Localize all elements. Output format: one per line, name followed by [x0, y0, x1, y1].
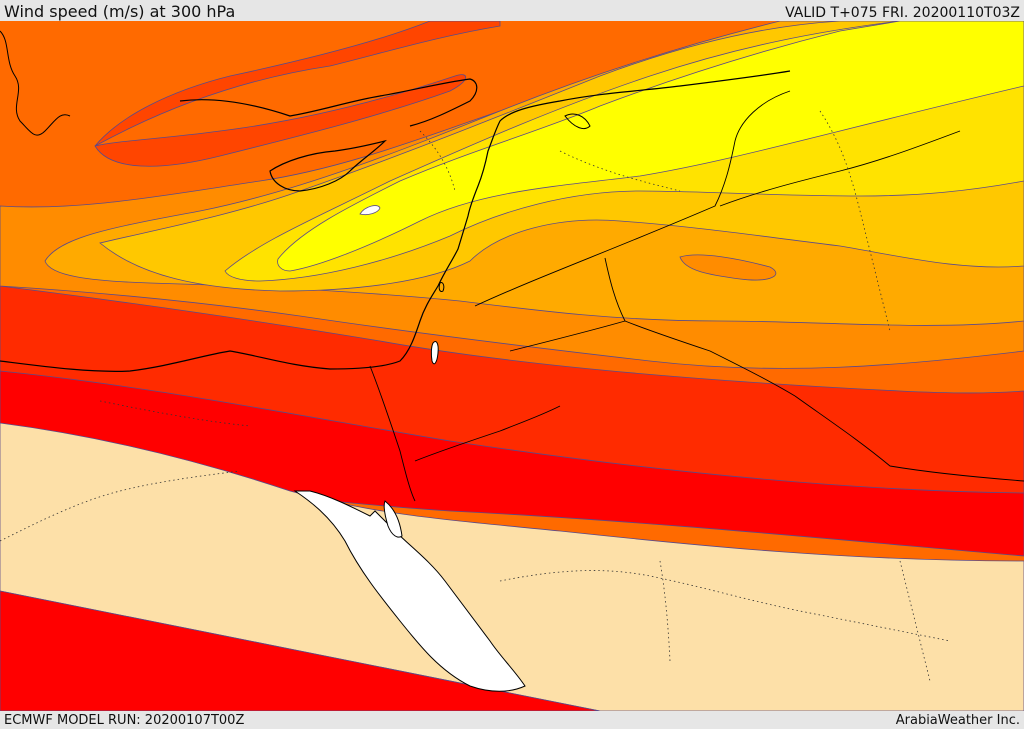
- valid-time-label: VALID T+075 FRI. 20200110T03Z: [785, 5, 1020, 21]
- lake-assad: [564, 113, 591, 129]
- gulf-of-aqaba: [383, 500, 403, 538]
- aegean-coastline: [0, 30, 71, 136]
- red-sea: [293, 490, 526, 692]
- band-red-south: [0, 590, 601, 711]
- wind-speed-map: [0, 21, 1024, 711]
- band-dark-orange-pocket: [679, 254, 777, 281]
- turkey-coastline: [179, 78, 478, 127]
- country-borders: [369, 90, 1024, 502]
- province-borders: [0, 110, 951, 682]
- band-white: [359, 205, 381, 216]
- mediterranean-coastline: [0, 70, 791, 372]
- band-orange-red-east: [94, 74, 467, 167]
- lake-tiberias: [438, 282, 445, 292]
- model-run-label: ECMWF MODEL RUN: 20200107T00Z: [4, 713, 245, 728]
- band-yellow: [277, 21, 1024, 272]
- map-title: Wind speed (m/s) at 300 hPa: [4, 2, 236, 21]
- credit-label: ArabiaWeather Inc.: [895, 713, 1020, 728]
- band-orange-red: [94, 21, 501, 147]
- dead-sea: [430, 340, 439, 365]
- cyprus: [269, 139, 387, 192]
